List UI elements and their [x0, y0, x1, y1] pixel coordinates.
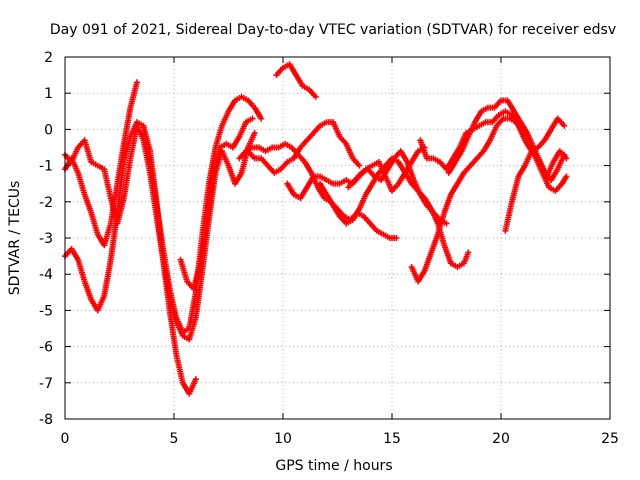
data-point: [251, 130, 258, 137]
y-tick-label: -1: [39, 159, 53, 175]
y-tick-label: -2: [39, 195, 53, 211]
data-point: [561, 122, 568, 129]
data-point: [465, 249, 472, 256]
chart-title: Day 091 of 2021, Sidereal Day-to-day VTE…: [50, 22, 616, 38]
y-axis-label: SDTVAR / TECUs: [7, 181, 23, 296]
x-axis-label: GPS time / hours: [275, 458, 392, 474]
data-point: [563, 173, 570, 180]
data-point: [443, 220, 450, 227]
x-tick-labels: 0 5 10 15 20 25: [61, 431, 619, 447]
data-point: [192, 376, 199, 383]
data-point: [561, 151, 568, 158]
grid-lines: [65, 57, 610, 419]
data-point: [393, 235, 400, 241]
x-tick-label: 15: [383, 431, 401, 447]
y-tick-label: -4: [39, 267, 53, 283]
data-point: [258, 115, 265, 122]
y-tick-label: -8: [39, 412, 53, 428]
x-tick-label: 0: [61, 431, 70, 447]
y-tick-label: 1: [44, 86, 53, 102]
x-tick-label: 5: [170, 431, 179, 447]
x-tick-label: 25: [601, 431, 619, 447]
y-tick-label: -5: [39, 303, 53, 319]
x-tick-label: 20: [492, 431, 510, 447]
y-tick-label: -7: [39, 376, 53, 392]
axis-ticks: [64, 56, 611, 420]
data-point: [249, 115, 256, 122]
y-tick-label: -6: [39, 340, 53, 356]
data-points: [62, 61, 570, 397]
y-tick-labels: 2 1 0 -1 -2 -3 -4 -5 -6 -7 -8: [39, 50, 53, 428]
data-point: [133, 79, 140, 86]
data-point: [356, 162, 363, 169]
y-tick-label: -3: [39, 231, 53, 247]
y-tick-label: 2: [44, 50, 53, 66]
data-point: [312, 93, 319, 100]
y-tick-label: 0: [44, 122, 53, 138]
x-tick-label: 10: [274, 431, 292, 447]
